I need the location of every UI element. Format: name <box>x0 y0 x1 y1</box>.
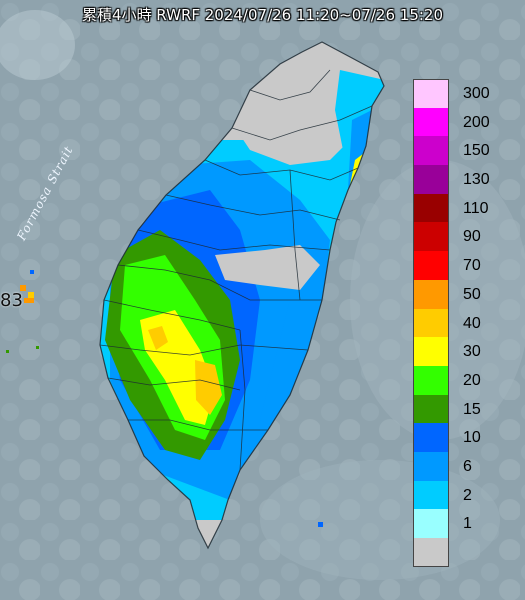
county-border <box>165 194 341 221</box>
legend-row: 10 <box>413 423 513 452</box>
county-borders <box>99 41 385 550</box>
rain-area-40mm <box>148 326 168 350</box>
legend-label: 110 <box>463 199 489 217</box>
map-title: 累積4小時 RWRF 2024/07/26 11:20~07/26 15:20 <box>81 6 444 24</box>
legend-swatch <box>413 251 449 280</box>
no-rain-north <box>230 60 360 165</box>
legend-row: 200 <box>413 107 513 137</box>
echo-cell <box>318 522 323 527</box>
cloud-patch <box>0 10 75 80</box>
county-border <box>289 169 301 301</box>
echo-cell <box>20 285 26 291</box>
legend-row: 90 <box>413 222 513 252</box>
legend-swatch <box>413 165 449 194</box>
legend-label: 2 <box>463 486 472 504</box>
legend-row: 300 <box>413 79 513 108</box>
echo-cell <box>36 346 39 349</box>
legend-swatch <box>413 279 449 309</box>
legend-row: 70 <box>413 251 513 280</box>
legend-label: 150 <box>463 142 490 160</box>
county-border <box>128 419 268 431</box>
legend-row: 40 <box>413 308 513 338</box>
echo-cell <box>24 298 34 303</box>
legend-label: 20 <box>463 371 481 389</box>
legend-row: 6 <box>413 451 513 481</box>
county-border <box>231 105 373 141</box>
legend-swatch <box>413 79 449 108</box>
echo-cell <box>30 270 34 274</box>
county-border <box>107 377 241 391</box>
county-border <box>99 41 385 550</box>
legend-swatch <box>413 423 449 452</box>
legend-swatch <box>413 222 449 252</box>
legend-swatch <box>413 337 449 366</box>
legend-label: 70 <box>463 257 481 275</box>
legend-swatch <box>413 365 449 395</box>
legend-label: 50 <box>463 285 481 303</box>
rainfall-field <box>100 60 384 520</box>
legend-row: 30 <box>413 337 513 366</box>
edge-rainfall-value: 83 <box>0 290 23 311</box>
legend-label: 15 <box>463 400 481 418</box>
rain-area-east <box>260 290 325 430</box>
legend-label: 300 <box>463 85 490 102</box>
legend-label: 40 <box>463 314 481 332</box>
legend-label: 10 <box>463 429 481 447</box>
legend-row: 130 <box>413 165 513 194</box>
legend-row: 1 <box>413 509 513 538</box>
county-border <box>99 344 309 356</box>
legend-label: 1 <box>463 515 472 533</box>
legend-label: 90 <box>463 228 481 246</box>
legend-row: 2 <box>413 480 513 510</box>
rainfall-legend: 300 200 150 130 110 90 70 50 40 30 20 15 10 6 2 1 <box>413 79 513 567</box>
echo-cell <box>28 292 34 298</box>
legend-row <box>413 538 513 567</box>
legend-swatch <box>413 538 449 567</box>
county-border <box>117 264 322 301</box>
legend-swatch <box>413 451 449 481</box>
legend-label: 30 <box>463 343 481 361</box>
county-border <box>239 329 246 471</box>
legend-label: 6 <box>463 457 472 475</box>
no-rain-central <box>215 245 320 290</box>
legend-swatch <box>413 480 449 510</box>
county-border <box>137 229 331 251</box>
legend-swatch <box>413 394 449 424</box>
legend-swatch <box>413 136 449 166</box>
legend-swatch <box>413 308 449 338</box>
county-border <box>249 69 331 101</box>
echo-cell <box>6 350 9 353</box>
offshore-echoes <box>6 270 323 527</box>
legend-row: 110 <box>413 193 513 223</box>
rain-area-40mm <box>195 360 222 415</box>
legend-swatch <box>413 509 449 538</box>
legend-row: 20 <box>413 365 513 395</box>
legend-row: 150 <box>413 136 513 166</box>
legend-row: 50 <box>413 279 513 309</box>
legend-label: 200 <box>463 113 490 131</box>
county-border <box>103 299 241 331</box>
legend-swatch <box>413 193 449 223</box>
legend-row: 15 <box>413 394 513 424</box>
legend-label: 130 <box>463 171 490 189</box>
legend-swatch <box>413 107 449 137</box>
